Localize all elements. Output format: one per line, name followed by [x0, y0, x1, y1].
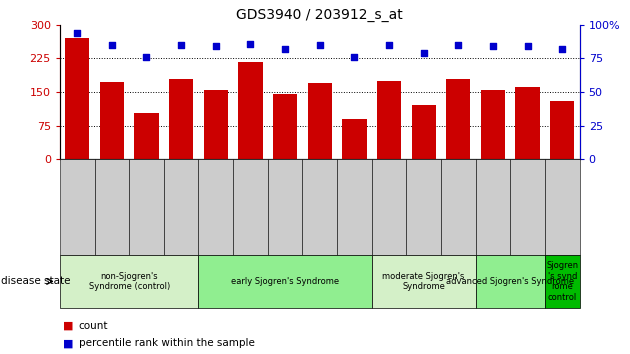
Bar: [134, 113, 159, 159]
Point: [453, 42, 463, 48]
Bar: [100, 82, 124, 159]
Text: percentile rank within the sample: percentile rank within the sample: [79, 338, 255, 348]
Point: [349, 54, 359, 60]
Text: advanced Sjogren's Syndrome: advanced Sjogren's Syndrome: [446, 277, 575, 286]
Point: [557, 46, 567, 52]
Point: [176, 42, 186, 48]
Title: GDS3940 / 203912_s_at: GDS3940 / 203912_s_at: [236, 8, 403, 22]
Text: count: count: [79, 321, 108, 331]
Text: ■: ■: [63, 321, 74, 331]
Point: [314, 42, 325, 48]
Text: Sjogren
's synd
rome
control: Sjogren 's synd rome control: [546, 261, 578, 302]
Bar: [377, 81, 401, 159]
Point: [72, 30, 82, 36]
Bar: [65, 38, 89, 159]
Point: [522, 44, 532, 49]
Text: non-Sjogren's
Syndrome (control): non-Sjogren's Syndrome (control): [89, 272, 169, 291]
Point: [245, 41, 255, 46]
Point: [106, 42, 117, 48]
Point: [384, 42, 394, 48]
Bar: [481, 90, 505, 159]
Bar: [342, 119, 367, 159]
Point: [141, 54, 151, 60]
Point: [280, 46, 290, 52]
Bar: [169, 80, 193, 159]
Text: moderate Sjogren's
Syndrome: moderate Sjogren's Syndrome: [382, 272, 465, 291]
Point: [488, 44, 498, 49]
Point: [418, 50, 428, 56]
Bar: [307, 82, 332, 159]
Bar: [273, 94, 297, 159]
Bar: [446, 79, 471, 159]
Text: disease state: disease state: [1, 276, 71, 286]
Bar: [238, 62, 263, 159]
Bar: [550, 101, 575, 159]
Point: [210, 44, 220, 49]
Bar: [515, 87, 540, 159]
Bar: [203, 90, 228, 159]
Bar: [411, 105, 436, 159]
Text: early Sjogren's Syndrome: early Sjogren's Syndrome: [231, 277, 339, 286]
Text: ■: ■: [63, 338, 74, 348]
